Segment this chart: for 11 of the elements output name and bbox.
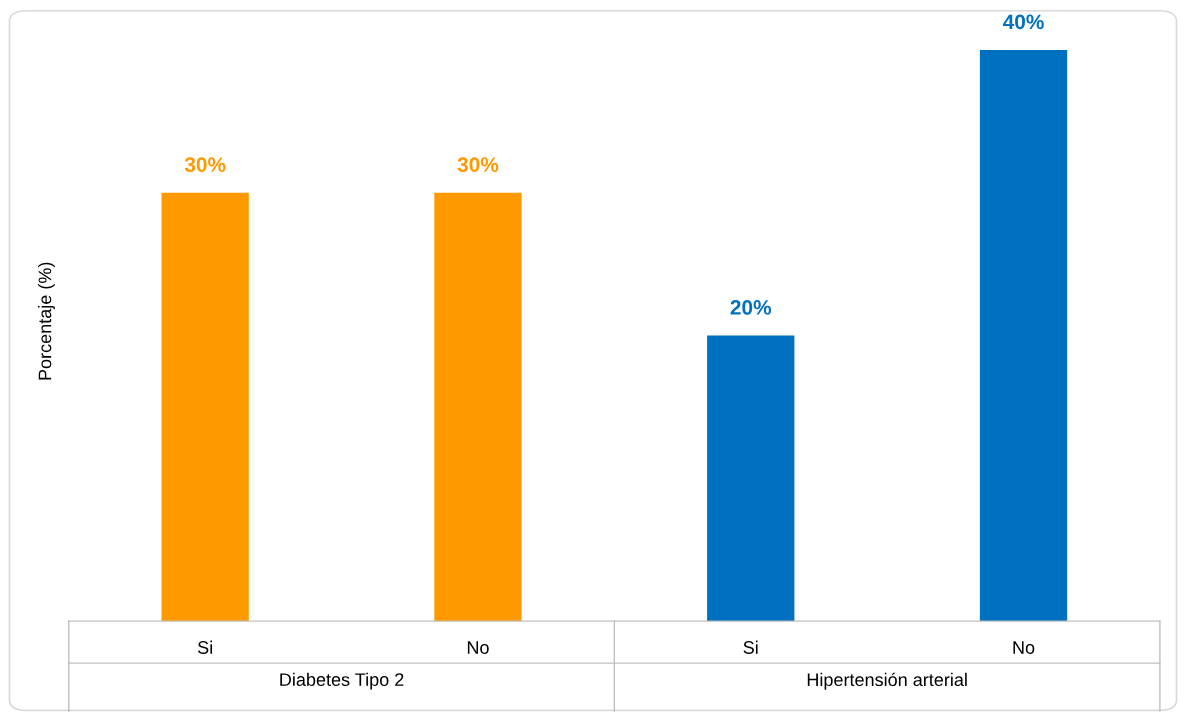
text: Hipertensión arterial xyxy=(807,672,967,690)
x-tick-label: Si xyxy=(197,640,212,654)
data-label: 40% xyxy=(1002,14,1044,30)
x-tick-label: No xyxy=(467,641,489,654)
data-label: 30% xyxy=(184,157,226,173)
data-label: 20% xyxy=(730,300,772,315)
x-tick-label: No xyxy=(1013,641,1035,654)
x-tick-label: Si xyxy=(743,640,758,654)
data-label: 30% xyxy=(457,157,499,173)
y-axis-title: Porcentaje (%) xyxy=(38,262,55,380)
text: Diabetes Tipo 2 xyxy=(280,672,404,690)
